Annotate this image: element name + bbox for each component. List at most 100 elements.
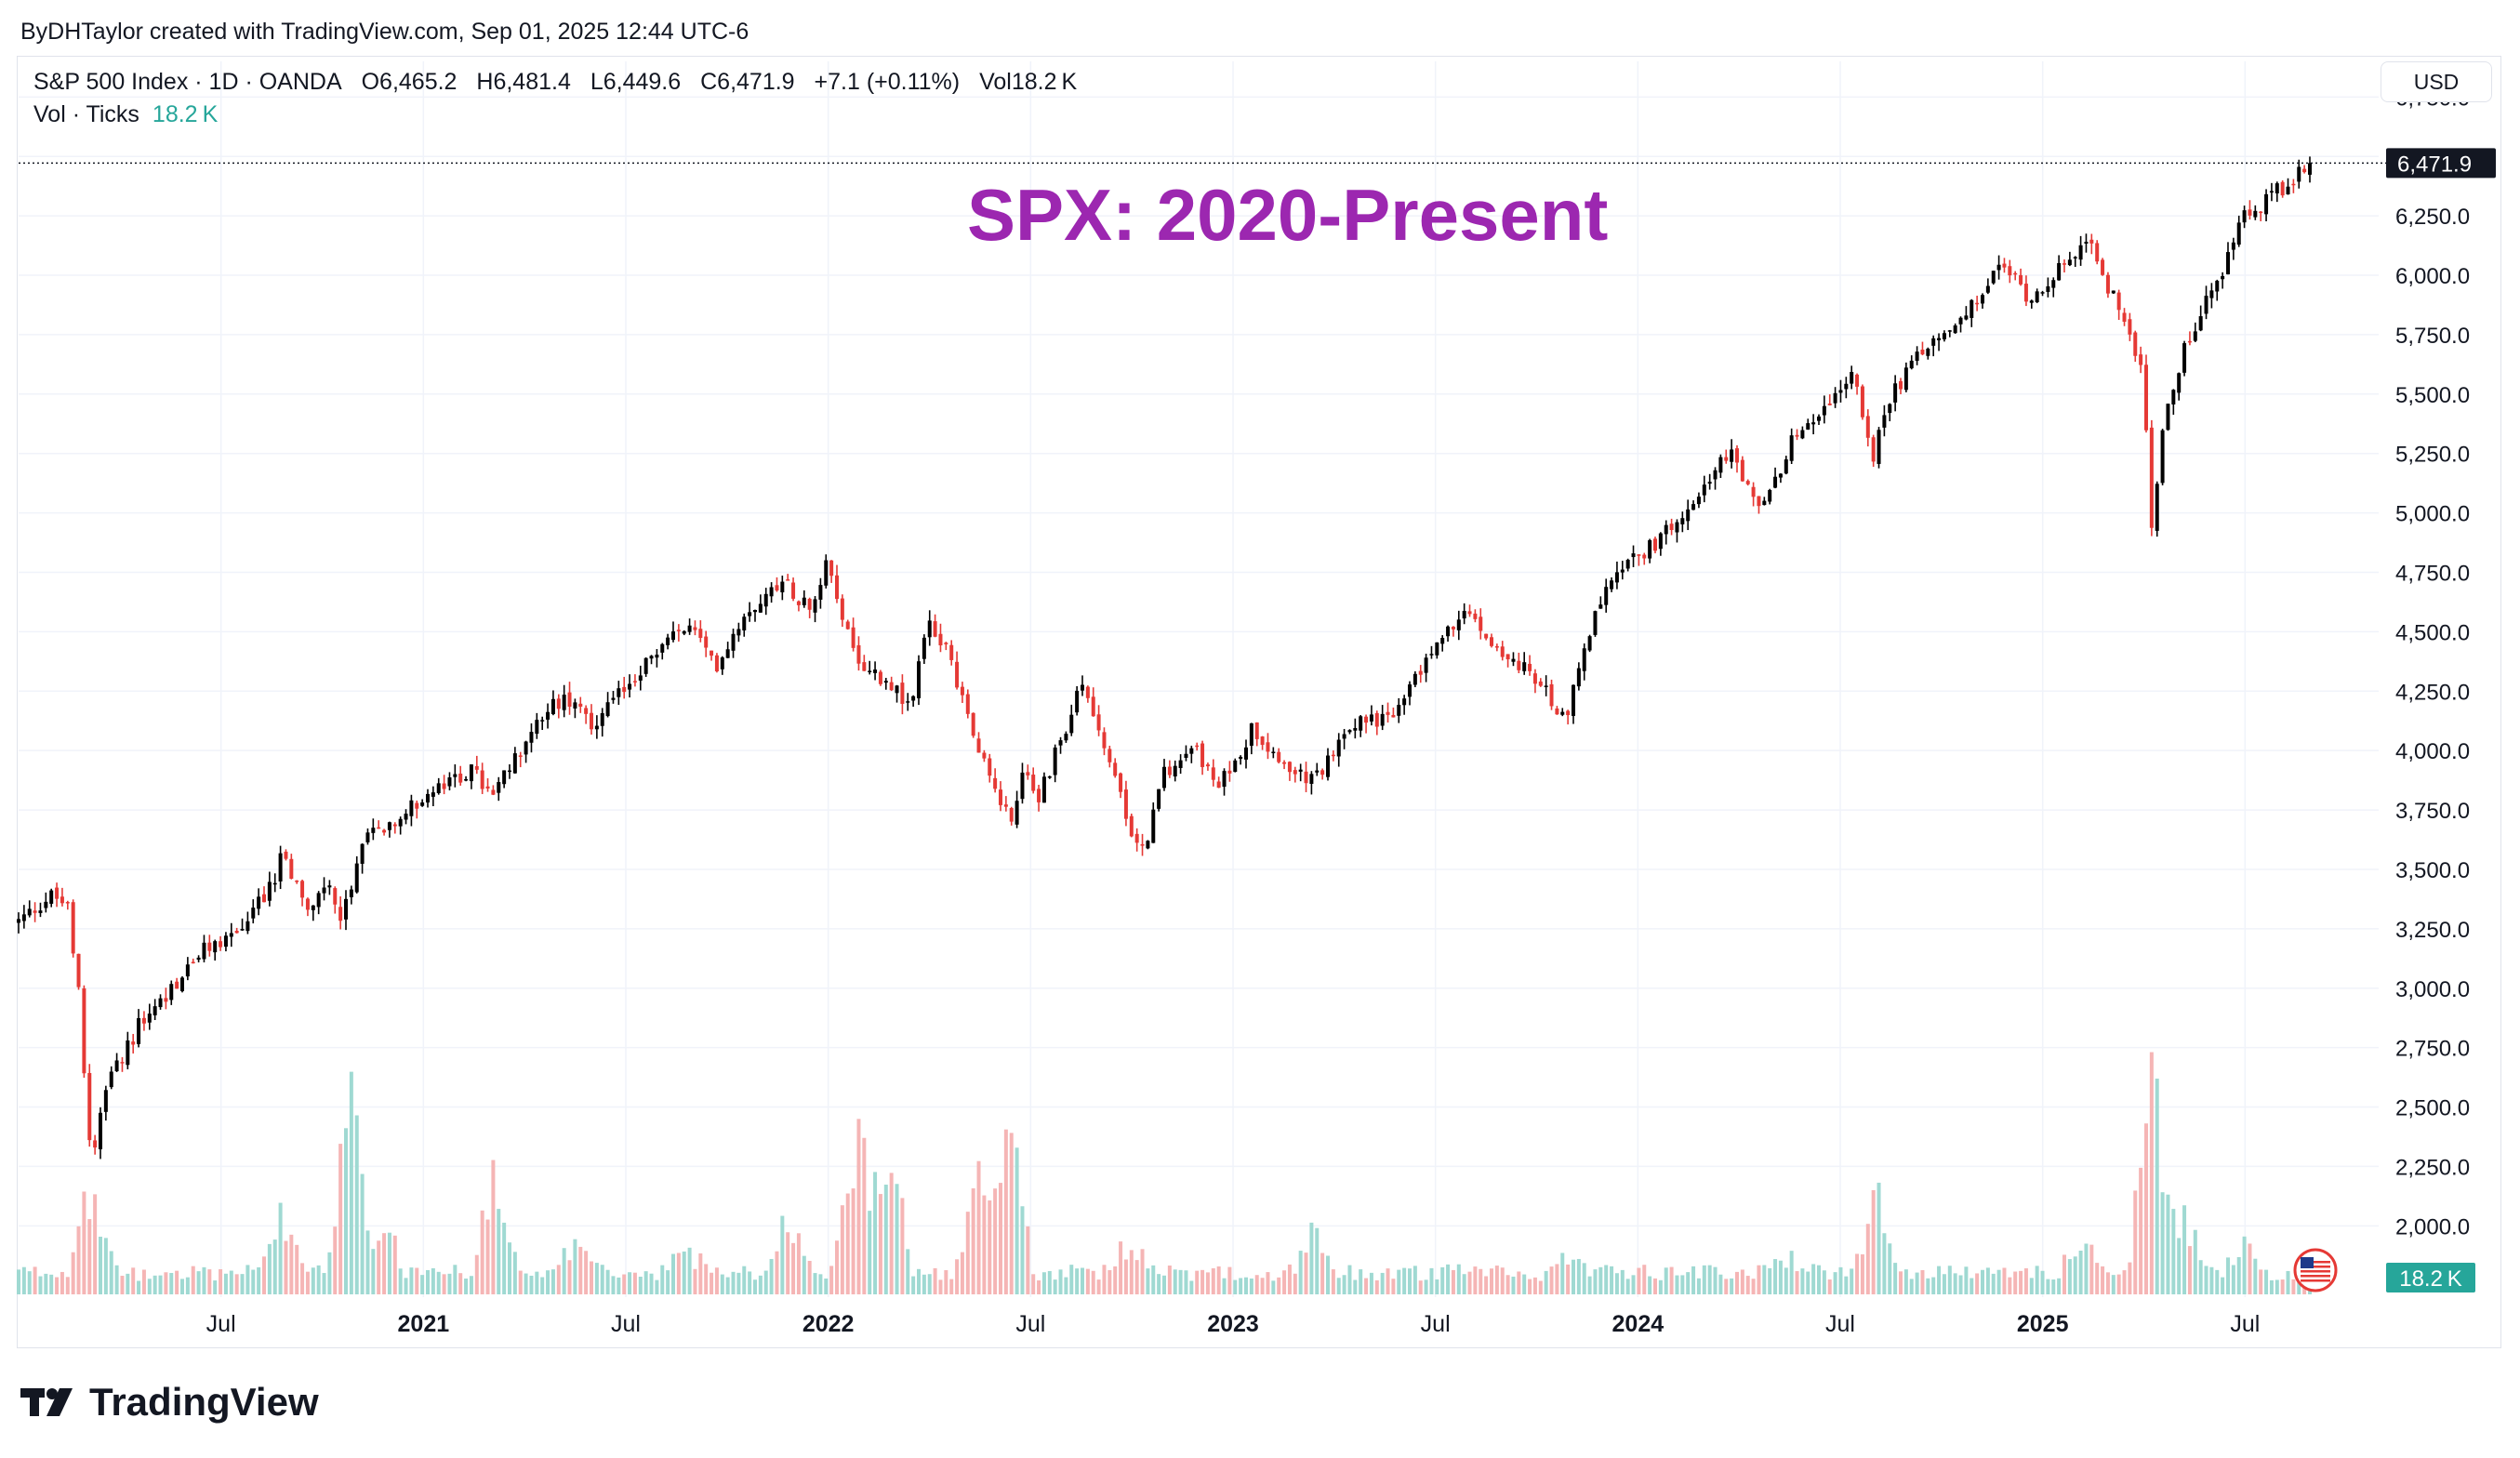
volume-bar xyxy=(2248,1243,2252,1294)
volume-bar xyxy=(2035,1266,2039,1294)
candle-body xyxy=(2116,292,2121,311)
candle-body xyxy=(333,888,338,905)
candle-body xyxy=(1865,416,1870,438)
volume-bar xyxy=(643,1271,648,1294)
volume-bar xyxy=(1631,1275,1636,1294)
candle-body xyxy=(840,598,844,620)
candle-body xyxy=(82,987,86,1074)
y-tick-label: 3,500.0 xyxy=(2395,858,2470,883)
volume-bar xyxy=(480,1210,484,1294)
volume-bar xyxy=(2062,1254,2066,1294)
candle-body xyxy=(502,770,507,785)
candle-body xyxy=(1795,434,1799,437)
volume-bar xyxy=(1996,1269,2001,1294)
volume-bar xyxy=(1146,1268,1150,1294)
volume-bar xyxy=(1931,1277,1936,1294)
candle-body xyxy=(2101,259,2105,275)
candle-body xyxy=(976,738,981,753)
candle-body xyxy=(491,789,496,795)
volume-bar xyxy=(1342,1275,1346,1294)
y-tick-label: 4,000.0 xyxy=(2395,739,2470,764)
volume-bar xyxy=(949,1279,954,1294)
volume-bar xyxy=(1489,1268,1493,1294)
volume-bar xyxy=(791,1242,796,1294)
volume-legend-label[interactable]: Vol · Ticks xyxy=(33,101,139,127)
candle-body xyxy=(1254,722,1259,739)
volume-bar xyxy=(1211,1268,1215,1294)
volume-bar xyxy=(2122,1270,2127,1294)
volume-bar xyxy=(562,1248,566,1294)
candle-body xyxy=(567,692,572,707)
symbol-label[interactable]: S&P 500 Index · 1D · OANDA xyxy=(33,69,342,95)
y-tick-label: 5,250.0 xyxy=(2395,443,2470,468)
candle-body xyxy=(796,601,801,605)
candle-body xyxy=(1915,351,1919,362)
candle-body xyxy=(469,764,473,782)
candle-body xyxy=(2105,274,2110,294)
volume-bar xyxy=(878,1194,882,1294)
candle-body xyxy=(524,741,528,755)
volume-bar xyxy=(1898,1271,1903,1294)
volume-bar xyxy=(114,1265,119,1294)
volume-bar xyxy=(840,1205,844,1294)
volume-bar xyxy=(584,1251,589,1294)
candle-body xyxy=(868,670,872,672)
candle-body xyxy=(960,686,964,696)
volume-bar xyxy=(436,1271,441,1294)
volume-bar xyxy=(813,1273,817,1294)
us-flag-event-icon[interactable] xyxy=(2293,1248,2338,1292)
x-tick-label: Jul xyxy=(611,1311,641,1337)
candle-body xyxy=(2280,181,2285,196)
candle-body xyxy=(27,908,32,916)
candle-body xyxy=(295,881,299,882)
volume-bar xyxy=(895,1184,899,1294)
volume-bar xyxy=(540,1277,545,1294)
volume-bar xyxy=(1604,1265,1609,1294)
candle-body xyxy=(922,637,926,659)
candle-body xyxy=(518,755,523,757)
volume-bar xyxy=(1642,1265,1647,1294)
volume-bar xyxy=(1751,1279,1756,1294)
candle-body xyxy=(1085,686,1090,698)
candle-body xyxy=(141,1017,146,1024)
candle-body xyxy=(1903,367,1908,391)
tradingview-brand[interactable]: TradingView xyxy=(20,1380,319,1425)
volume-bar xyxy=(1768,1267,1772,1294)
volume-bar xyxy=(1888,1243,1892,1294)
y-tick-label: 5,000.0 xyxy=(2395,502,2470,527)
volume-bar xyxy=(824,1278,829,1294)
candle-body xyxy=(447,777,452,787)
candle-body xyxy=(2177,373,2182,393)
candle-body xyxy=(1200,743,1205,767)
volume-bar xyxy=(807,1261,812,1294)
candle-body xyxy=(2302,168,2307,173)
candle-body xyxy=(17,919,20,923)
x-tick-label: 2022 xyxy=(802,1311,855,1337)
volume-bar xyxy=(1282,1270,1287,1294)
volume-bar xyxy=(1675,1275,1679,1294)
candle-body xyxy=(207,942,212,951)
volume-bar xyxy=(1058,1269,1063,1294)
volume-bar xyxy=(103,1238,108,1294)
currency-button[interactable]: USD xyxy=(2381,61,2492,102)
candle-body xyxy=(1850,372,1854,384)
candle-body xyxy=(813,599,817,613)
volume-bar xyxy=(1205,1272,1210,1294)
candle-body xyxy=(1620,569,1625,573)
volume-bar xyxy=(1277,1277,1281,1294)
candle-body xyxy=(425,793,430,803)
volume-bar xyxy=(1484,1276,1489,1294)
candle-body xyxy=(1484,633,1489,639)
candle-body xyxy=(442,783,446,789)
volume-bar xyxy=(993,1188,998,1294)
candle-body xyxy=(883,681,888,683)
candle-body xyxy=(927,620,932,638)
candle-body xyxy=(1331,754,1335,757)
volume-bar xyxy=(257,1266,261,1294)
volume-bar xyxy=(2171,1209,2176,1294)
candle-body xyxy=(834,575,839,600)
candle-body xyxy=(1304,771,1308,784)
y-tick-label: 3,750.0 xyxy=(2395,799,2470,824)
volume-bar xyxy=(1816,1265,1821,1294)
